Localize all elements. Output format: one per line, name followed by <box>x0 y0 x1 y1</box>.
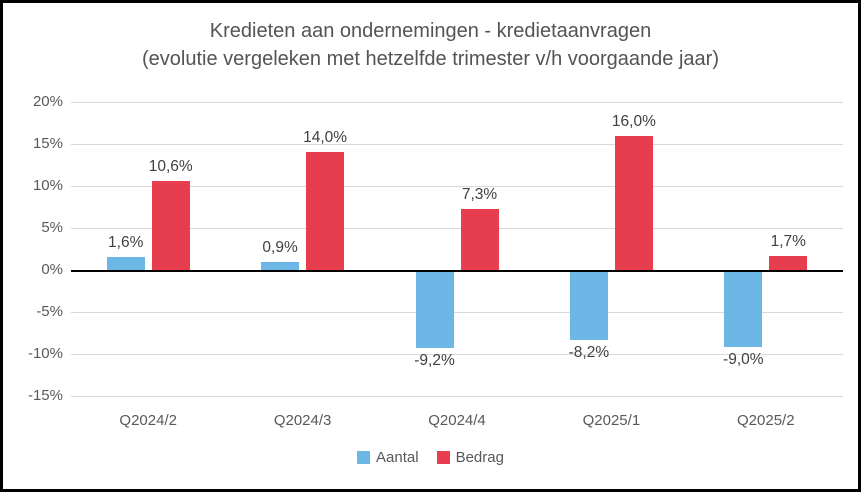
value-label-aantal-q2025-2: -9,0% <box>723 350 764 368</box>
y-tick-label: 10% <box>32 177 63 194</box>
y-tick-label: -15% <box>27 387 63 404</box>
gridline <box>71 312 843 313</box>
x-tick-label-q2024-4: Q2024/4 <box>428 412 486 429</box>
zero-axis-line <box>71 269 843 272</box>
value-label-bedrag-q2025-2: 1,7% <box>770 232 806 250</box>
y-tick-label: 5% <box>41 219 63 236</box>
value-label-bedrag-q2024-3: 14,0% <box>303 129 348 147</box>
chart-subtitle: (evolutie vergeleken met hetzelfde trime… <box>142 48 719 70</box>
y-tick-label: -5% <box>36 303 63 320</box>
gridline <box>71 144 843 145</box>
y-tick-label: -10% <box>27 345 63 362</box>
bar-bedrag-q2025-1 <box>614 135 653 270</box>
chart-title: Kredieten aan ondernemingen - kredietaan… <box>209 20 652 42</box>
legend-label-aantal: Aantal <box>376 449 419 466</box>
legend-item-aantal: Aantal <box>357 449 419 466</box>
bar-aantal-q2025-1 <box>569 271 608 340</box>
value-label-bedrag-q2024-4: 7,3% <box>461 185 498 203</box>
bar-bedrag-q2025-2 <box>769 255 808 270</box>
value-label-aantal-q2024-4: -9,2% <box>414 352 455 370</box>
value-label-aantal-q2024-2: 1,6% <box>108 233 144 251</box>
gridline <box>71 354 843 355</box>
x-tick-label-q2025-1: Q2025/1 <box>582 412 641 429</box>
legend-swatch-aantal <box>357 451 371 464</box>
bar-aantal-q2024-3 <box>261 262 300 270</box>
bar-bedrag-q2024-4 <box>460 208 499 270</box>
gridline <box>71 228 843 229</box>
legend-label-bedrag: Bedrag <box>455 449 504 466</box>
value-label-aantal-q2024-3: 0,9% <box>262 239 298 257</box>
y-tick-label: 0% <box>41 261 63 278</box>
y-tick-label: 15% <box>32 135 63 152</box>
bar-aantal-q2025-2 <box>724 271 763 347</box>
value-label-aantal-q2025-1: -8,2% <box>568 343 610 361</box>
x-tick-label-q2024-2: Q2024/2 <box>119 412 177 429</box>
gridline <box>71 102 843 103</box>
legend-item-bedrag: Bedrag <box>436 449 504 466</box>
gridline <box>71 396 843 397</box>
gridline <box>71 186 843 187</box>
value-label-bedrag-q2025-1: 16,0% <box>611 112 656 130</box>
legend: Aantal Bedrag <box>3 449 858 466</box>
legend-swatch-bedrag <box>436 451 450 464</box>
bar-bedrag-q2024-2 <box>151 180 190 270</box>
x-tick-label-q2024-3: Q2024/3 <box>273 412 332 429</box>
bar-bedrag-q2024-3 <box>306 152 345 270</box>
bar-aantal-q2024-4 <box>415 271 454 349</box>
value-label-bedrag-q2024-2: 10,6% <box>148 157 193 175</box>
plot-area: 1,6% 10,6% 0,9% 14,0% -9,2% 7,3% -8,2% 16,0% -9,… <box>71 102 843 397</box>
y-tick-label: 20% <box>32 93 63 110</box>
x-tick-label-q2025-2: Q2025/2 <box>737 412 795 429</box>
bar-aantal-q2024-2 <box>106 256 145 270</box>
